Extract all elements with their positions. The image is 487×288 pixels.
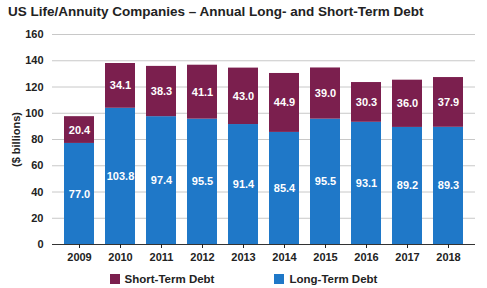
svg-text:2016: 2016	[354, 251, 378, 263]
svg-text:20: 20	[31, 212, 43, 224]
svg-text:80: 80	[31, 133, 43, 145]
svg-text:140: 140	[25, 54, 43, 66]
svg-text:89.2: 89.2	[397, 179, 418, 191]
svg-text:38.3: 38.3	[151, 85, 172, 97]
svg-text:89.3: 89.3	[438, 179, 459, 191]
svg-text:2009: 2009	[67, 251, 91, 263]
svg-text:2012: 2012	[190, 251, 214, 263]
svg-text:43.0: 43.0	[233, 90, 254, 102]
svg-text:97.4: 97.4	[151, 174, 173, 186]
html-text:Short-Term Debt: Short-Term Debt	[124, 273, 215, 285]
svg-text:77.0: 77.0	[69, 187, 90, 199]
svg-text:2014: 2014	[272, 251, 297, 263]
svg-text:95.5: 95.5	[192, 175, 213, 187]
svg-text:2017: 2017	[395, 251, 419, 263]
svg-text:37.9: 37.9	[438, 96, 459, 108]
svg-text:95.5: 95.5	[315, 175, 336, 187]
svg-text:40: 40	[31, 186, 43, 198]
svg-text:160: 160	[25, 28, 43, 40]
svg-text:30.3: 30.3	[356, 96, 377, 108]
html-text:Long-Term Debt: Long-Term Debt	[289, 273, 378, 285]
svg-text:2010: 2010	[108, 251, 132, 263]
svg-text:2011: 2011	[150, 251, 174, 263]
svg-text:60: 60	[31, 159, 43, 171]
svg-text:2015: 2015	[313, 251, 337, 263]
svg-text:91.4: 91.4	[233, 178, 255, 190]
svg-text:20.4: 20.4	[69, 124, 91, 136]
svg-text:36.0: 36.0	[397, 97, 418, 109]
svg-text:85.4: 85.4	[274, 182, 296, 194]
svg-text:93.1: 93.1	[356, 177, 377, 189]
svg-text:44.9: 44.9	[274, 96, 295, 108]
svg-text:34.1: 34.1	[110, 79, 131, 91]
svg-text:2013: 2013	[231, 251, 255, 263]
svg-text:2018: 2018	[436, 251, 460, 263]
svg-text:41.1: 41.1	[192, 86, 213, 98]
svg-text:0: 0	[37, 238, 43, 250]
svg-text:103.8: 103.8	[107, 170, 135, 182]
svg-text:120: 120	[25, 81, 43, 93]
svg-text:100: 100	[25, 107, 43, 119]
svg-text:39.0: 39.0	[315, 87, 336, 99]
html-text:US Life/Annuity Companies – An: US Life/Annuity Companies – Annual Long-…	[8, 4, 424, 19]
svg-text:($ billions): ($ billions)	[10, 112, 22, 167]
